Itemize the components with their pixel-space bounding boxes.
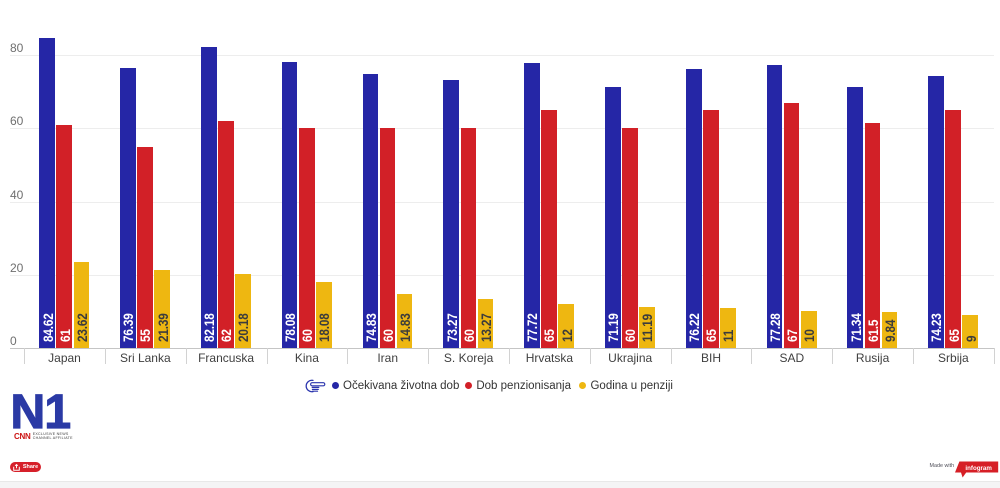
- svg-text:infogram: infogram: [965, 465, 992, 472]
